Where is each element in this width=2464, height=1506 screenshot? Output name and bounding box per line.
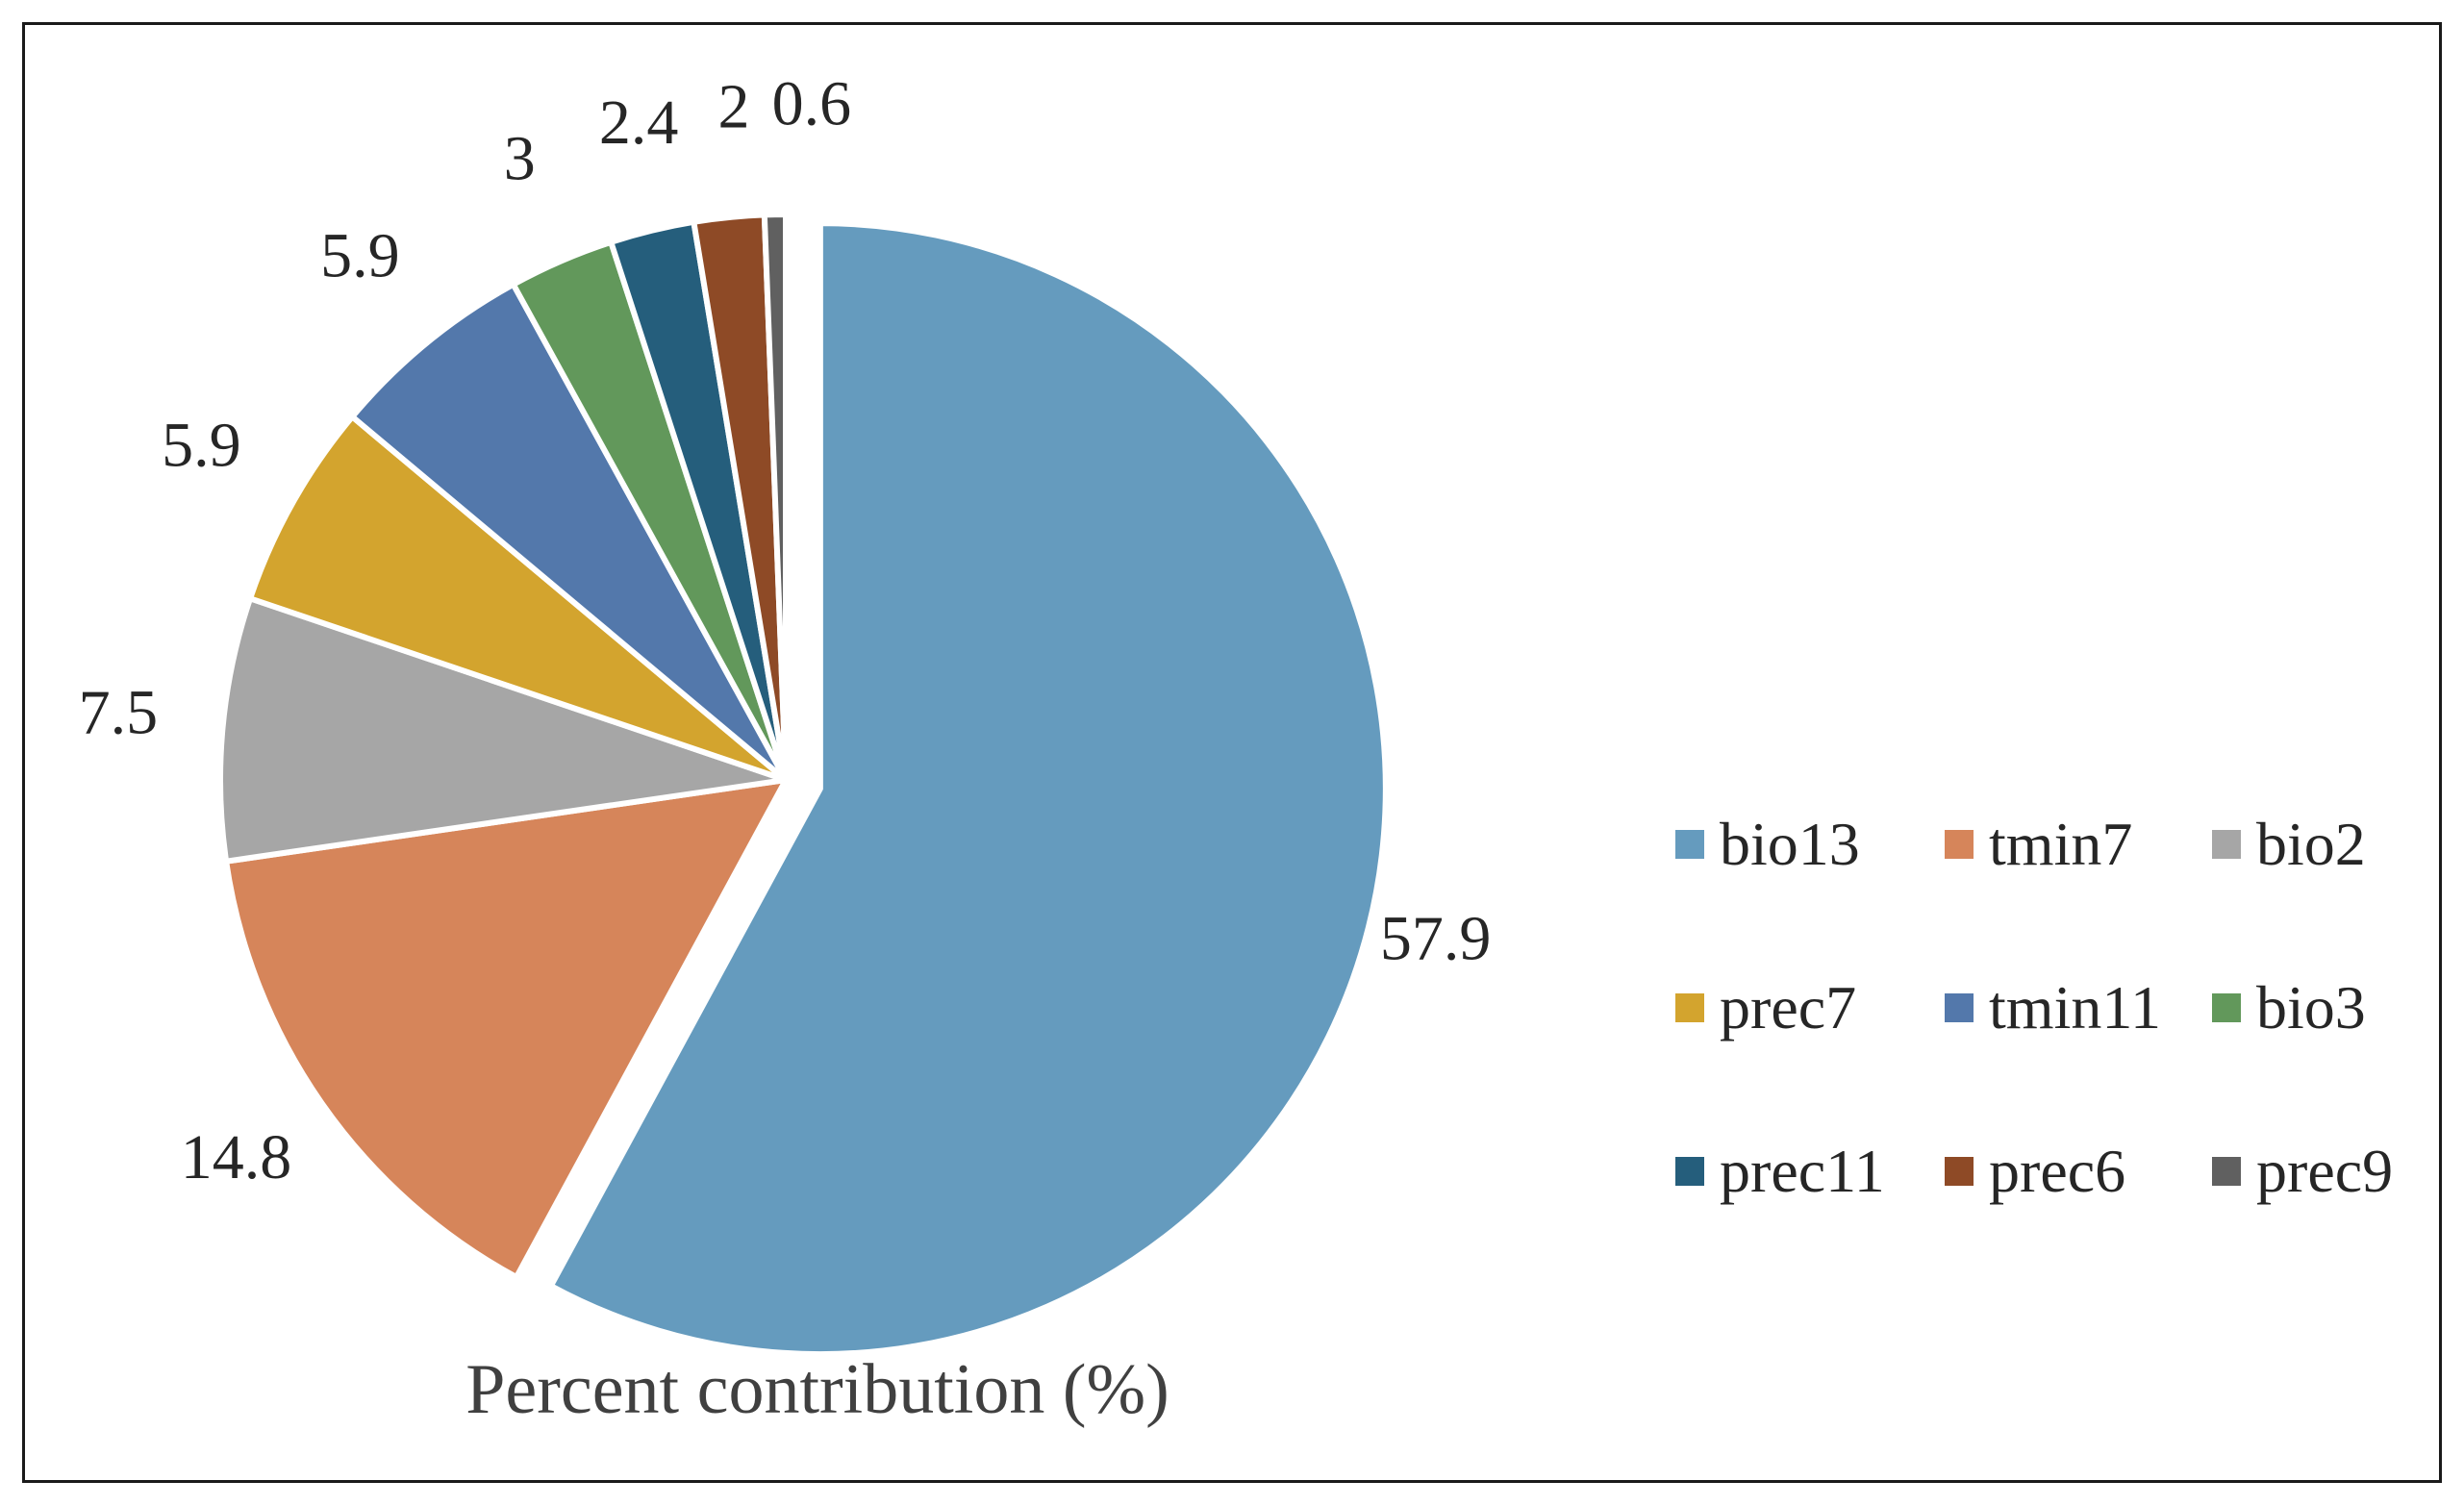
- legend: bio13 tmin7 bio2 prec7 tmin11 bio3: [1675, 806, 2435, 1296]
- legend-label: bio2: [2256, 810, 2366, 878]
- pie-data-labels: 57.9 14.8 7.5 5.9 5.9 3 2.4 2 0.6: [79, 68, 1492, 1192]
- legend-item-tmin11: tmin11: [1945, 969, 2212, 1046]
- legend-label: prec7: [1720, 973, 1857, 1042]
- legend-row: prec7 tmin11 bio3: [1675, 969, 2435, 1133]
- data-label-prec11: 2.4: [599, 88, 679, 158]
- legend-swatch: [1675, 830, 1704, 859]
- legend-label: tmin7: [1989, 810, 2133, 878]
- legend-swatch: [1675, 1157, 1704, 1186]
- data-label-tmin11: 5.9: [320, 221, 400, 291]
- pie-slice-prec7: [247, 414, 789, 783]
- legend-label: bio3: [2256, 973, 2366, 1042]
- data-label-bio2: 7.5: [79, 678, 159, 748]
- legend-item-prec7: prec7: [1675, 969, 1945, 1046]
- legend-item-prec6: prec6: [1945, 1133, 2212, 1210]
- legend-swatch: [1675, 993, 1704, 1022]
- legend-item-bio3: bio3: [2212, 969, 2435, 1046]
- legend-item-bio13: bio13: [1675, 806, 1945, 883]
- legend-item-bio2: bio2: [2212, 806, 2435, 883]
- legend-label: bio13: [1720, 810, 1860, 878]
- legend-swatch: [2212, 1157, 2241, 1186]
- legend-label: prec11: [1720, 1137, 1885, 1205]
- legend-row: prec11 prec6 prec9: [1675, 1133, 2435, 1296]
- legend-swatch: [2212, 993, 2241, 1022]
- data-label-bio13: 57.9: [1380, 903, 1492, 973]
- legend-item-tmin7: tmin7: [1945, 806, 2212, 883]
- pie-slice-tmin7: [223, 777, 789, 1281]
- data-label-prec7: 5.9: [162, 411, 241, 481]
- pie-slices: [217, 212, 1389, 1358]
- chart-title: Percent contribution (%): [465, 1350, 1169, 1429]
- legend-label: tmin11: [1989, 973, 2161, 1042]
- pie-slice-prec9: [761, 212, 789, 783]
- legend-swatch: [1945, 830, 1974, 859]
- data-label-prec6: 2: [718, 72, 750, 142]
- legend-swatch: [1945, 993, 1974, 1022]
- pie-slice-bio13: [547, 220, 1389, 1358]
- legend-swatch: [2212, 830, 2241, 859]
- legend-label: prec6: [1989, 1137, 2126, 1205]
- data-label-prec9: 0.6: [772, 68, 852, 138]
- pie-slice-bio2: [217, 595, 789, 865]
- legend-item-prec9: prec9: [2212, 1133, 2435, 1210]
- legend-label: prec9: [2256, 1137, 2394, 1205]
- legend-row: bio13 tmin7 bio2: [1675, 806, 2435, 969]
- data-label-tmin7: 14.8: [181, 1122, 292, 1192]
- legend-swatch: [1945, 1157, 1974, 1186]
- pie-slice-tmin11: [349, 281, 789, 783]
- data-label-bio3: 3: [504, 123, 536, 193]
- legend-item-prec11: prec11: [1675, 1133, 1945, 1210]
